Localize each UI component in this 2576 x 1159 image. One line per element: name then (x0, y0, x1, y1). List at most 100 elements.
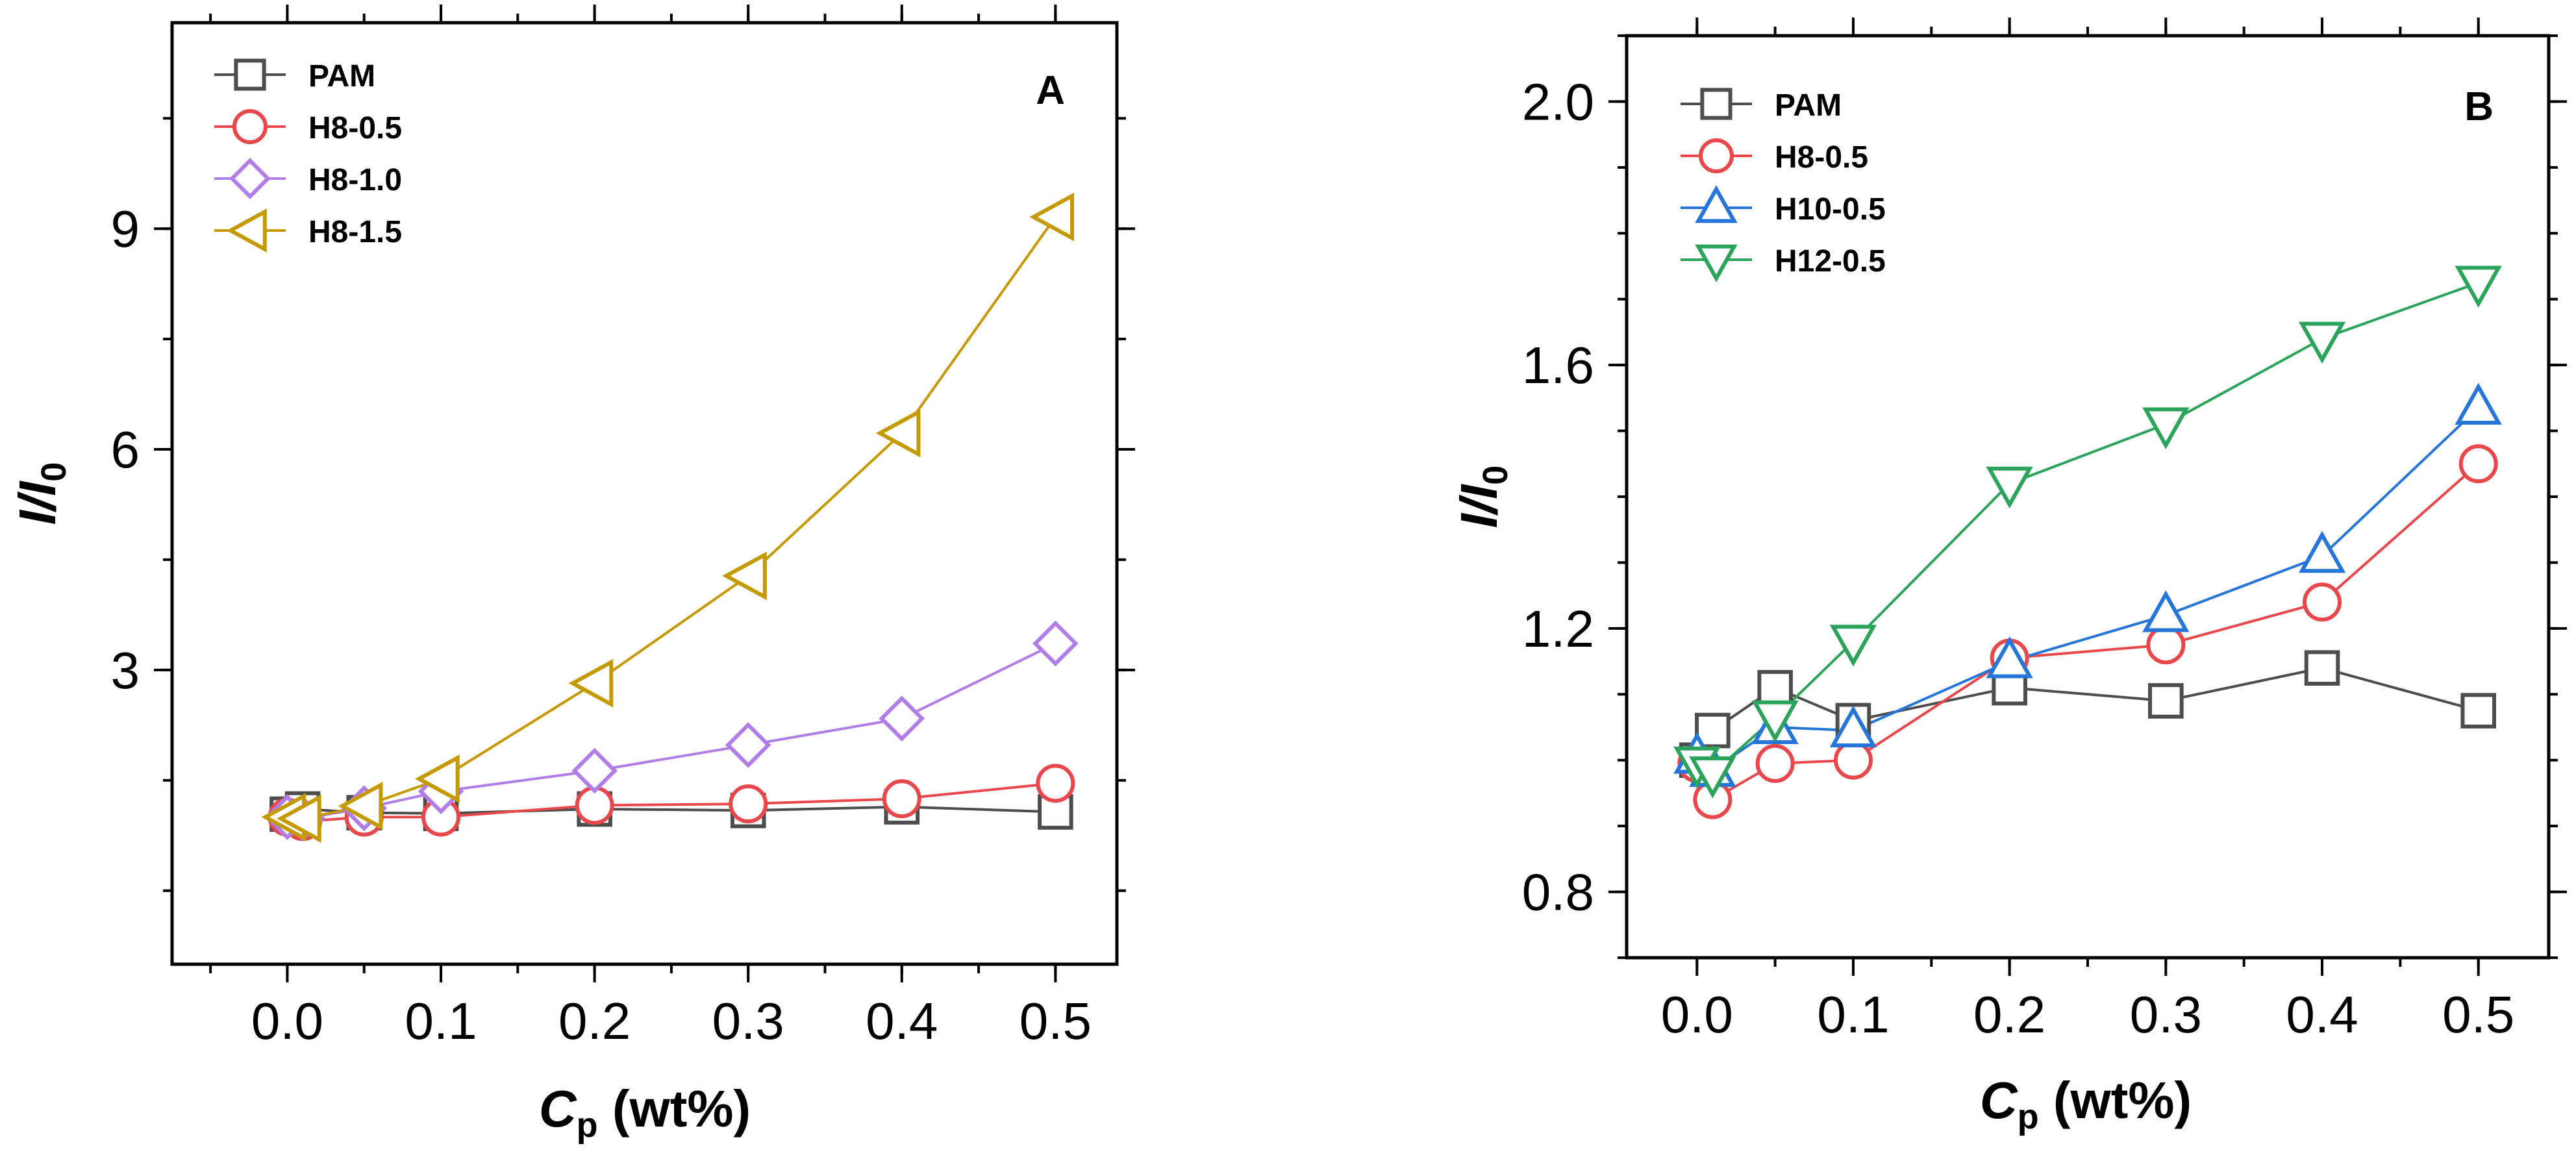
data-point-h10-0.5 (1829, 705, 1877, 747)
legend-label: H8-1.0 (308, 163, 402, 197)
data-point-h8-1.5 (568, 658, 614, 708)
x-axis-title-sub: p (2018, 1097, 2039, 1136)
data-point-h8-0.5 (882, 779, 921, 819)
series-line-h8-0.5 (286, 782, 1056, 823)
data-point-h8-0.5 (2458, 444, 2498, 484)
data-point-h8-0.5 (2146, 625, 2186, 665)
x-tick-label: 0.1 (405, 992, 477, 1050)
y-tick-label: 6 (111, 421, 140, 479)
legend-label: PAM (1775, 88, 1842, 123)
data-point-h8-1.5 (875, 408, 921, 458)
data-point-h10-0.5 (2142, 590, 2190, 632)
data-point-h12-0.5 (2142, 407, 2190, 449)
legend-label: H10-0.5 (1775, 192, 1886, 227)
data-point-pam (2148, 683, 2184, 719)
x-axis-title-unit: (wt%) (2039, 1071, 2192, 1129)
series-line-h8-1.5 (287, 216, 1057, 820)
data-point-h10-0.5 (2455, 382, 2502, 425)
legend-label: H8-1.5 (308, 215, 402, 249)
x-tick-label: 0.4 (2286, 986, 2358, 1043)
x-tick-label: 0.3 (712, 992, 784, 1050)
data-point-h8-1.5 (338, 781, 383, 830)
data-point-h8-0.5 (729, 784, 768, 824)
chart-panel-a: 0.0 0.1 0.2 0.3 0.4 0.5 3 6 9 PAM H8-0.5 H8-1.0 H8-1… (8, 5, 1135, 1145)
x-axis-title-unit: (wt%) (598, 1080, 751, 1138)
data-point-h8-1.0 (879, 695, 925, 742)
data-point-h10-0.5 (1986, 636, 2033, 679)
y-axis-title-main: I/I (1450, 484, 1508, 528)
data-point-pam (2304, 650, 2340, 686)
data-point-h8-1.5 (277, 794, 321, 843)
legend-marker-h8-0.5 (232, 109, 268, 144)
data-point-h8-1.0 (725, 722, 771, 768)
legend-marker-h8-1.5 (226, 208, 267, 253)
legend-label: H8-0.5 (1775, 140, 1868, 175)
plot-frame (170, 21, 1119, 966)
data-point-h12-0.5 (1689, 756, 1736, 799)
y-axis-title: I/I0 (8, 462, 73, 525)
y-axis-title-sub: 0 (1476, 466, 1515, 485)
series-line-pam (286, 805, 1056, 816)
data-point-h8-1.5 (415, 754, 460, 803)
legend-label: PAM (308, 59, 375, 93)
x-axis-title: Cp (wt%) (539, 1080, 751, 1145)
data-point-h12-0.5 (1829, 625, 1877, 667)
x-tick-label: 0.0 (1661, 986, 1733, 1043)
series-line-h12-0.5 (1696, 281, 2479, 775)
legend-label: H12-0.5 (1775, 244, 1886, 279)
y-axis-title-sub: 0 (34, 462, 73, 482)
y-tick-label: 2.0 (1522, 73, 1594, 131)
data-point-h12-0.5 (2455, 266, 2502, 308)
legend-marker-h12-0.5 (1695, 244, 1738, 282)
y-tick-label: 9 (111, 200, 140, 258)
data-point-h10-0.5 (2298, 530, 2346, 573)
chart-panel-b: 0.0 0.1 0.2 0.3 0.4 0.5 0.8 1.2 1.6 2.0 PAM H8-0.5 H… (1450, 18, 2567, 1136)
data-point-h8-0.5 (1036, 764, 1075, 803)
x-axis-title-main: C (1980, 1071, 2018, 1129)
x-tick-label: 0.4 (866, 992, 938, 1050)
data-point-h8-1.0 (571, 747, 618, 794)
plot-frame (1625, 34, 2551, 960)
legend-marker-h8-1.0 (229, 158, 271, 199)
series-line-h8-0.5 (1695, 462, 2480, 802)
data-point-h12-0.5 (1986, 466, 2033, 509)
data-point-h12-0.5 (2298, 321, 2346, 364)
x-axis-title-sub: p (577, 1106, 598, 1145)
y-tick-label: 1.2 (1522, 600, 1594, 658)
legend-marker-pam (1700, 88, 1732, 120)
series-line-h10-0.5 (1696, 406, 2480, 772)
series-line-pam (1695, 666, 2479, 761)
data-point-pam (2460, 693, 2496, 729)
x-tick-label: 0.2 (558, 992, 631, 1050)
x-tick-label: 0.5 (1019, 992, 1092, 1050)
y-axis-title: I/I0 (1450, 466, 1515, 529)
panel-label: B (2464, 84, 2494, 129)
data-point-h8-0.5 (1755, 743, 1795, 783)
y-tick-label: 1.6 (1522, 336, 1594, 394)
y-tick-label: 0.8 (1522, 864, 1594, 921)
data-point-h12-0.5 (1751, 700, 1799, 743)
data-point-pam (1695, 712, 1731, 749)
x-tick-label: 0.3 (2130, 986, 2202, 1043)
legend-marker-pam (234, 58, 266, 91)
data-point-h8-1.0 (1032, 620, 1079, 667)
x-axis-title-main: C (539, 1080, 577, 1138)
x-tick-label: 0.0 (251, 992, 323, 1050)
data-point-h8-1.5 (1029, 192, 1074, 242)
y-tick-label: 3 (111, 642, 140, 699)
y-axis-title-main: I/I (8, 480, 66, 525)
x-tick-label: 0.5 (2442, 986, 2514, 1043)
legend-marker-h10-0.5 (1695, 185, 1738, 223)
panel-label: A (1036, 68, 1065, 113)
legend-label: H8-0.5 (308, 111, 402, 145)
data-point-h8-0.5 (2303, 582, 2342, 622)
data-point-h8-0.5 (1833, 740, 1873, 780)
x-tick-label: 0.2 (1973, 986, 2045, 1043)
legend-marker-h8-0.5 (1699, 138, 1734, 173)
x-tick-label: 0.1 (1817, 986, 1889, 1043)
data-point-pam (1757, 669, 1793, 706)
data-point-h8-1.5 (722, 551, 767, 601)
x-axis-title: Cp (wt%) (1980, 1071, 2192, 1136)
